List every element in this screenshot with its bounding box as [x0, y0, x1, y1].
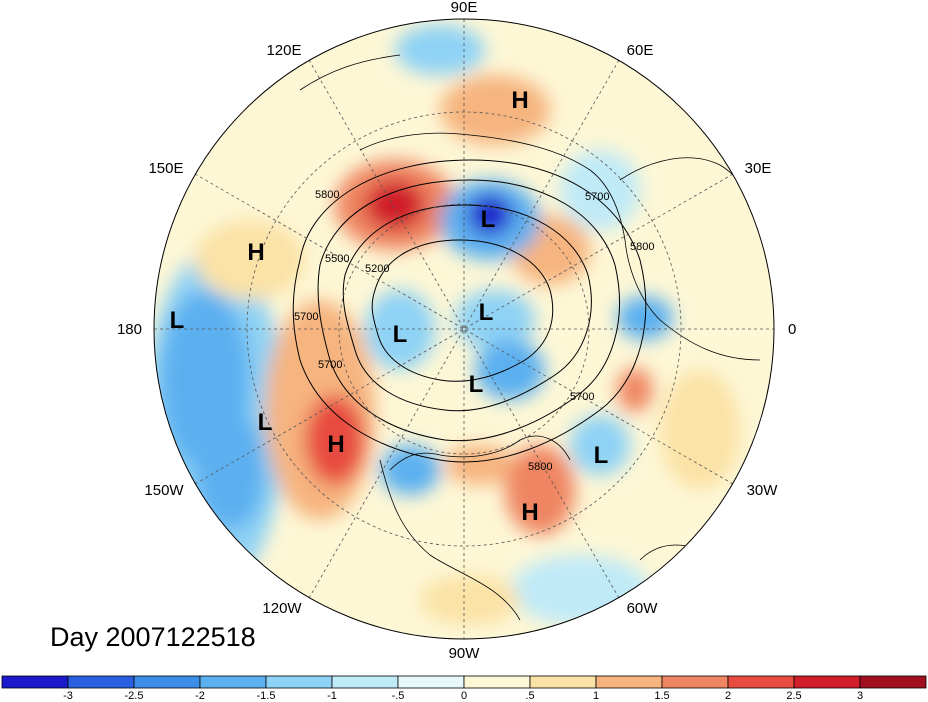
- colorbar-swatch: [793, 675, 861, 689]
- colorbar-swatch: [67, 675, 135, 689]
- colorbar-swatch: [595, 675, 663, 689]
- colorbar-tick-label: 2.5: [786, 690, 801, 702]
- low-pressure-marker: L: [479, 299, 494, 326]
- lon-label: 60W: [627, 600, 659, 617]
- lon-label: 150W: [144, 482, 184, 499]
- high-pressure-marker: H: [247, 239, 264, 266]
- contour-label: 5700: [570, 391, 594, 403]
- contour-label: 5800: [528, 461, 552, 473]
- lon-label: 30W: [747, 482, 779, 499]
- colorbar-swatch: [331, 675, 399, 689]
- colorbar-tick-label: -2.5: [125, 690, 144, 702]
- lon-label: 60E: [627, 42, 654, 59]
- low-pressure-marker: L: [481, 206, 496, 233]
- colorbar-swatch: [397, 675, 465, 689]
- height-contours: [292, 159, 647, 463]
- colorbar-tick-label: 3: [857, 690, 863, 702]
- anomaly-field: [154, 19, 774, 639]
- day-label: Day 2007122518: [50, 622, 256, 652]
- lon-label: 90E: [451, 0, 478, 16]
- colorbar-tick-label: .5: [525, 690, 534, 702]
- colorbar-tick-label: -3: [63, 690, 73, 702]
- colorbar-tick-label: 1.5: [654, 690, 669, 702]
- colorbar-swatch: [265, 675, 333, 689]
- low-pressure-marker: L: [469, 371, 484, 398]
- colorbar-swatch: [859, 675, 927, 689]
- colorbar-tick-label: -1: [327, 690, 337, 702]
- colorbar-swatch: [529, 675, 597, 689]
- coastlines: [299, 54, 766, 621]
- pressure-centers: H H L L L L H L L L H: [170, 87, 609, 526]
- colorbar-swatch: [463, 675, 531, 689]
- lon-label: 180: [117, 321, 142, 338]
- contour-label: 5700: [585, 191, 609, 203]
- contour-labels: 5800 5700 5200 5500 5700 5700 5800 5700 …: [294, 189, 654, 473]
- lon-label: 120W: [262, 600, 302, 617]
- lon-label: 30E: [745, 160, 772, 177]
- colorbar-swatch: [199, 675, 267, 689]
- contour-label: 5500: [325, 253, 349, 265]
- colorbar-swatch: [727, 675, 795, 689]
- colorbar: -3 -2.5 -2 -1.5 -1 -.5 0 .5 1 1.5 2 2.5 3: [1, 675, 927, 702]
- colorbar-tick-label: -1.5: [257, 690, 276, 702]
- low-pressure-marker: L: [170, 307, 185, 334]
- colorbar-tick-label: -2: [195, 690, 205, 702]
- colorbar-swatch: [1, 675, 69, 689]
- low-pressure-marker: L: [258, 409, 273, 436]
- contour-label: 5200: [365, 263, 389, 275]
- low-pressure-marker: L: [393, 321, 408, 348]
- high-pressure-marker: H: [521, 499, 538, 526]
- longitude-labels: 90E 60E 30E 0 30W 60W 90W 120W 150W 180 …: [117, 0, 796, 662]
- map-boundary: [153, 18, 775, 640]
- colorbar-tick-label: 0: [461, 690, 467, 702]
- contour-label: 5800: [315, 189, 339, 201]
- high-pressure-marker: H: [511, 87, 528, 114]
- colorbar-tick-label: 1: [593, 690, 599, 702]
- contour-label: 5700: [294, 311, 318, 323]
- colorbar-swatch: [133, 675, 201, 689]
- low-pressure-marker: L: [594, 442, 609, 469]
- contour-label: 5700: [318, 359, 342, 371]
- high-pressure-marker: H: [327, 431, 344, 458]
- graticule: [154, 19, 774, 639]
- lon-label: 120E: [266, 42, 301, 59]
- colorbar-swatch: [661, 675, 729, 689]
- contour-label: 5800: [630, 241, 654, 253]
- lon-label: 90W: [449, 645, 481, 662]
- lon-label: 150E: [148, 160, 183, 177]
- colorbar-tick-label: 2: [725, 690, 731, 702]
- colorbar-tick-label: -.5: [392, 690, 405, 702]
- lon-label: 0: [788, 321, 796, 338]
